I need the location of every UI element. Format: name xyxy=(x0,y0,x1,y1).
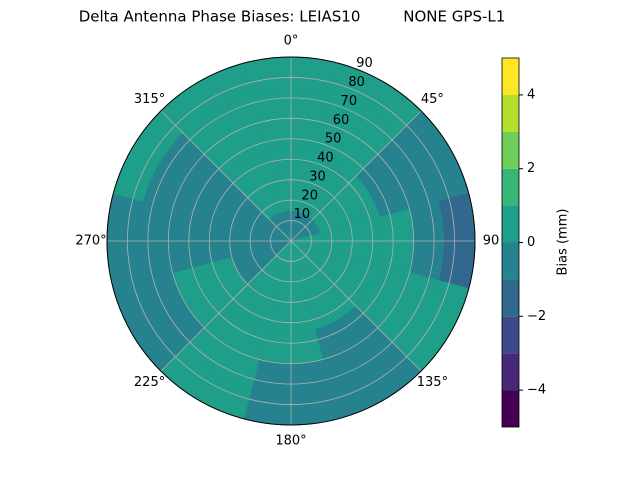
colorbar-band xyxy=(502,131,519,169)
colorbar-band xyxy=(502,279,519,317)
theta-tick-label: 270° xyxy=(75,234,106,249)
theta-tick-label: 135° xyxy=(417,375,448,390)
colorbar-label: Bias (mm) xyxy=(556,209,571,276)
theta-tick-label: 90 xyxy=(483,234,500,249)
angular-grid-line xyxy=(160,240,292,372)
theta-tick-label: 45° xyxy=(421,92,444,107)
r-tick-label: 40 xyxy=(317,151,334,166)
polar-frame xyxy=(106,56,476,426)
colorbar-tick-label: 0 xyxy=(527,235,535,250)
angular-grid-line xyxy=(290,110,422,242)
colorbar-band xyxy=(502,242,519,280)
colorbar-band xyxy=(502,205,519,243)
colorbar-band xyxy=(502,94,519,132)
colorbar-tick-label: 4 xyxy=(527,87,535,102)
colorbar-tick-label: −4 xyxy=(527,383,546,398)
r-tick-label: 30 xyxy=(309,169,326,184)
colorbar-band xyxy=(502,353,519,391)
r-tick-label: 80 xyxy=(348,75,365,90)
r-tick-label: 70 xyxy=(341,94,358,109)
r-tick-label: 90 xyxy=(356,56,373,71)
theta-tick-label: 225° xyxy=(134,375,165,390)
r-tick-label: 60 xyxy=(333,113,350,128)
r-tick-label: 20 xyxy=(301,188,318,203)
r-tick-label: 50 xyxy=(325,132,342,147)
colorbar-tick-label: −2 xyxy=(527,309,546,324)
colorbar-tick-label: 2 xyxy=(527,161,535,176)
colorbar-band xyxy=(502,58,519,95)
r-tick-label: 10 xyxy=(294,207,311,222)
colorbar-band xyxy=(502,390,519,427)
colorbar-band xyxy=(502,168,519,206)
theta-tick-label: 315° xyxy=(134,92,165,107)
theta-tick-label: 0° xyxy=(284,34,299,49)
chart-title: Delta Antenna Phase Biases: LEIAS10 NONE… xyxy=(79,8,506,26)
colorbar-band xyxy=(502,316,519,354)
theta-tick-label: 180° xyxy=(275,434,306,449)
angular-grid-line xyxy=(160,110,292,242)
angular-grid-line xyxy=(290,240,422,372)
